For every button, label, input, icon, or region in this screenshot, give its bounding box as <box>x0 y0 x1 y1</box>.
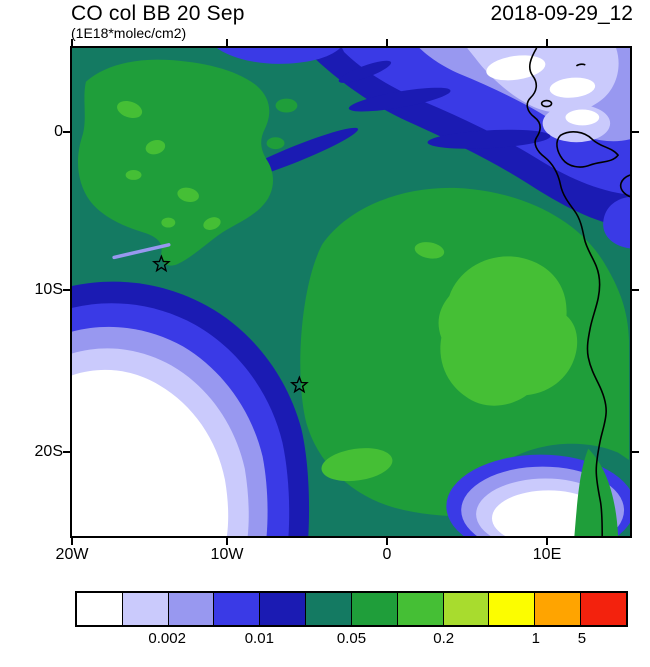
colorbar-cell-6 <box>305 593 351 625</box>
colorbar-cell-5 <box>259 593 306 625</box>
axis-tick <box>632 131 639 133</box>
colorbar-cell-11 <box>534 593 581 625</box>
colorbar-tick-label: 0.002 <box>148 630 186 647</box>
contour-map <box>72 48 630 536</box>
contour-region-level-7 <box>266 137 285 150</box>
contour-region-level-8 <box>145 140 166 155</box>
axis-tick <box>546 538 548 545</box>
contour-region-level-3 <box>112 243 171 260</box>
fire-location-star-2 <box>289 375 309 394</box>
colorbar-tick-label: 0.05 <box>336 630 367 647</box>
contour-region-level-7 <box>574 448 619 536</box>
plot-title: CO col BB 20 Sep <box>71 2 245 25</box>
colorbar-cell-7 <box>350 593 397 625</box>
x-axis-label-10w: 10W <box>210 546 244 563</box>
colorbar-tick-label: 5 <box>577 630 587 647</box>
contour-region-level-8 <box>117 100 143 119</box>
contour-region-level-8 <box>125 170 142 180</box>
axis-tick <box>63 451 70 453</box>
colorbar-tick-label: 0.01 <box>244 630 274 647</box>
contour-region-level-4 <box>603 196 630 249</box>
axis-tick <box>63 131 70 133</box>
colorbar-cell-10 <box>488 593 535 625</box>
axis-tick <box>71 538 73 545</box>
axis-tick <box>226 39 228 46</box>
axis-tick <box>386 39 388 46</box>
colorbar-cell-12 <box>580 593 626 625</box>
colorbar-cell-8 <box>396 593 443 625</box>
inland-water-contour <box>556 131 620 168</box>
colorbar-cell-2 <box>121 593 168 625</box>
contour-region-level-8 <box>203 217 221 230</box>
fire-location-star-1 <box>151 254 171 273</box>
axis-tick <box>386 538 388 545</box>
x-axis-label-10e: 10E <box>532 546 562 563</box>
x-axis-label-20w: 20W <box>55 546 89 563</box>
contour-region-level-5 <box>348 87 451 112</box>
axis-tick <box>71 39 73 46</box>
y-axis-label-10s: 10S <box>34 281 63 298</box>
map-frame: 0 10S 20S 20W 10W 0 10E <box>35 39 639 563</box>
axis-tick <box>632 289 639 291</box>
axis-tick <box>63 289 70 291</box>
contour-region-level-1 <box>565 109 600 126</box>
colorbar-cell-3 <box>167 593 214 625</box>
contour-region-level-7 <box>275 98 298 113</box>
contour-region-level-5 <box>427 129 551 149</box>
region-plume-core <box>438 256 578 406</box>
plot-datestamp: 2018-09-29_12 <box>490 2 633 25</box>
axis-tick <box>226 538 228 545</box>
y-axis-label-20s: 20S <box>34 443 63 460</box>
contour-region-level-1 <box>549 77 596 98</box>
colorbar-cell-9 <box>442 593 489 625</box>
contour-region-level-8 <box>161 217 176 228</box>
contour-region-level-1 <box>72 369 229 536</box>
colorbar-cell-1 <box>77 593 122 625</box>
coastline <box>526 48 607 536</box>
colorbar <box>75 591 628 627</box>
map-detail <box>619 174 630 198</box>
contour-region-level-8 <box>414 242 445 259</box>
axis-tick <box>632 451 639 453</box>
map-detail <box>575 63 586 67</box>
contour-region-level-5 <box>338 60 392 83</box>
colorbar-cell-4 <box>213 593 260 625</box>
contour-region-level-4 <box>216 48 341 64</box>
contour-region-level-8 <box>177 187 199 202</box>
colorbar-tick-label: 0.2 <box>433 630 455 647</box>
island-contour <box>540 99 553 108</box>
contour-region-level-8 <box>321 448 393 482</box>
y-axis-label-0: 0 <box>54 123 63 140</box>
colorbar-tick-label: 1 <box>531 630 540 647</box>
axis-tick <box>546 39 548 46</box>
plot-units-label: (1E18*molec/cm2) <box>71 25 187 41</box>
x-axis-label-0: 0 <box>382 546 392 563</box>
